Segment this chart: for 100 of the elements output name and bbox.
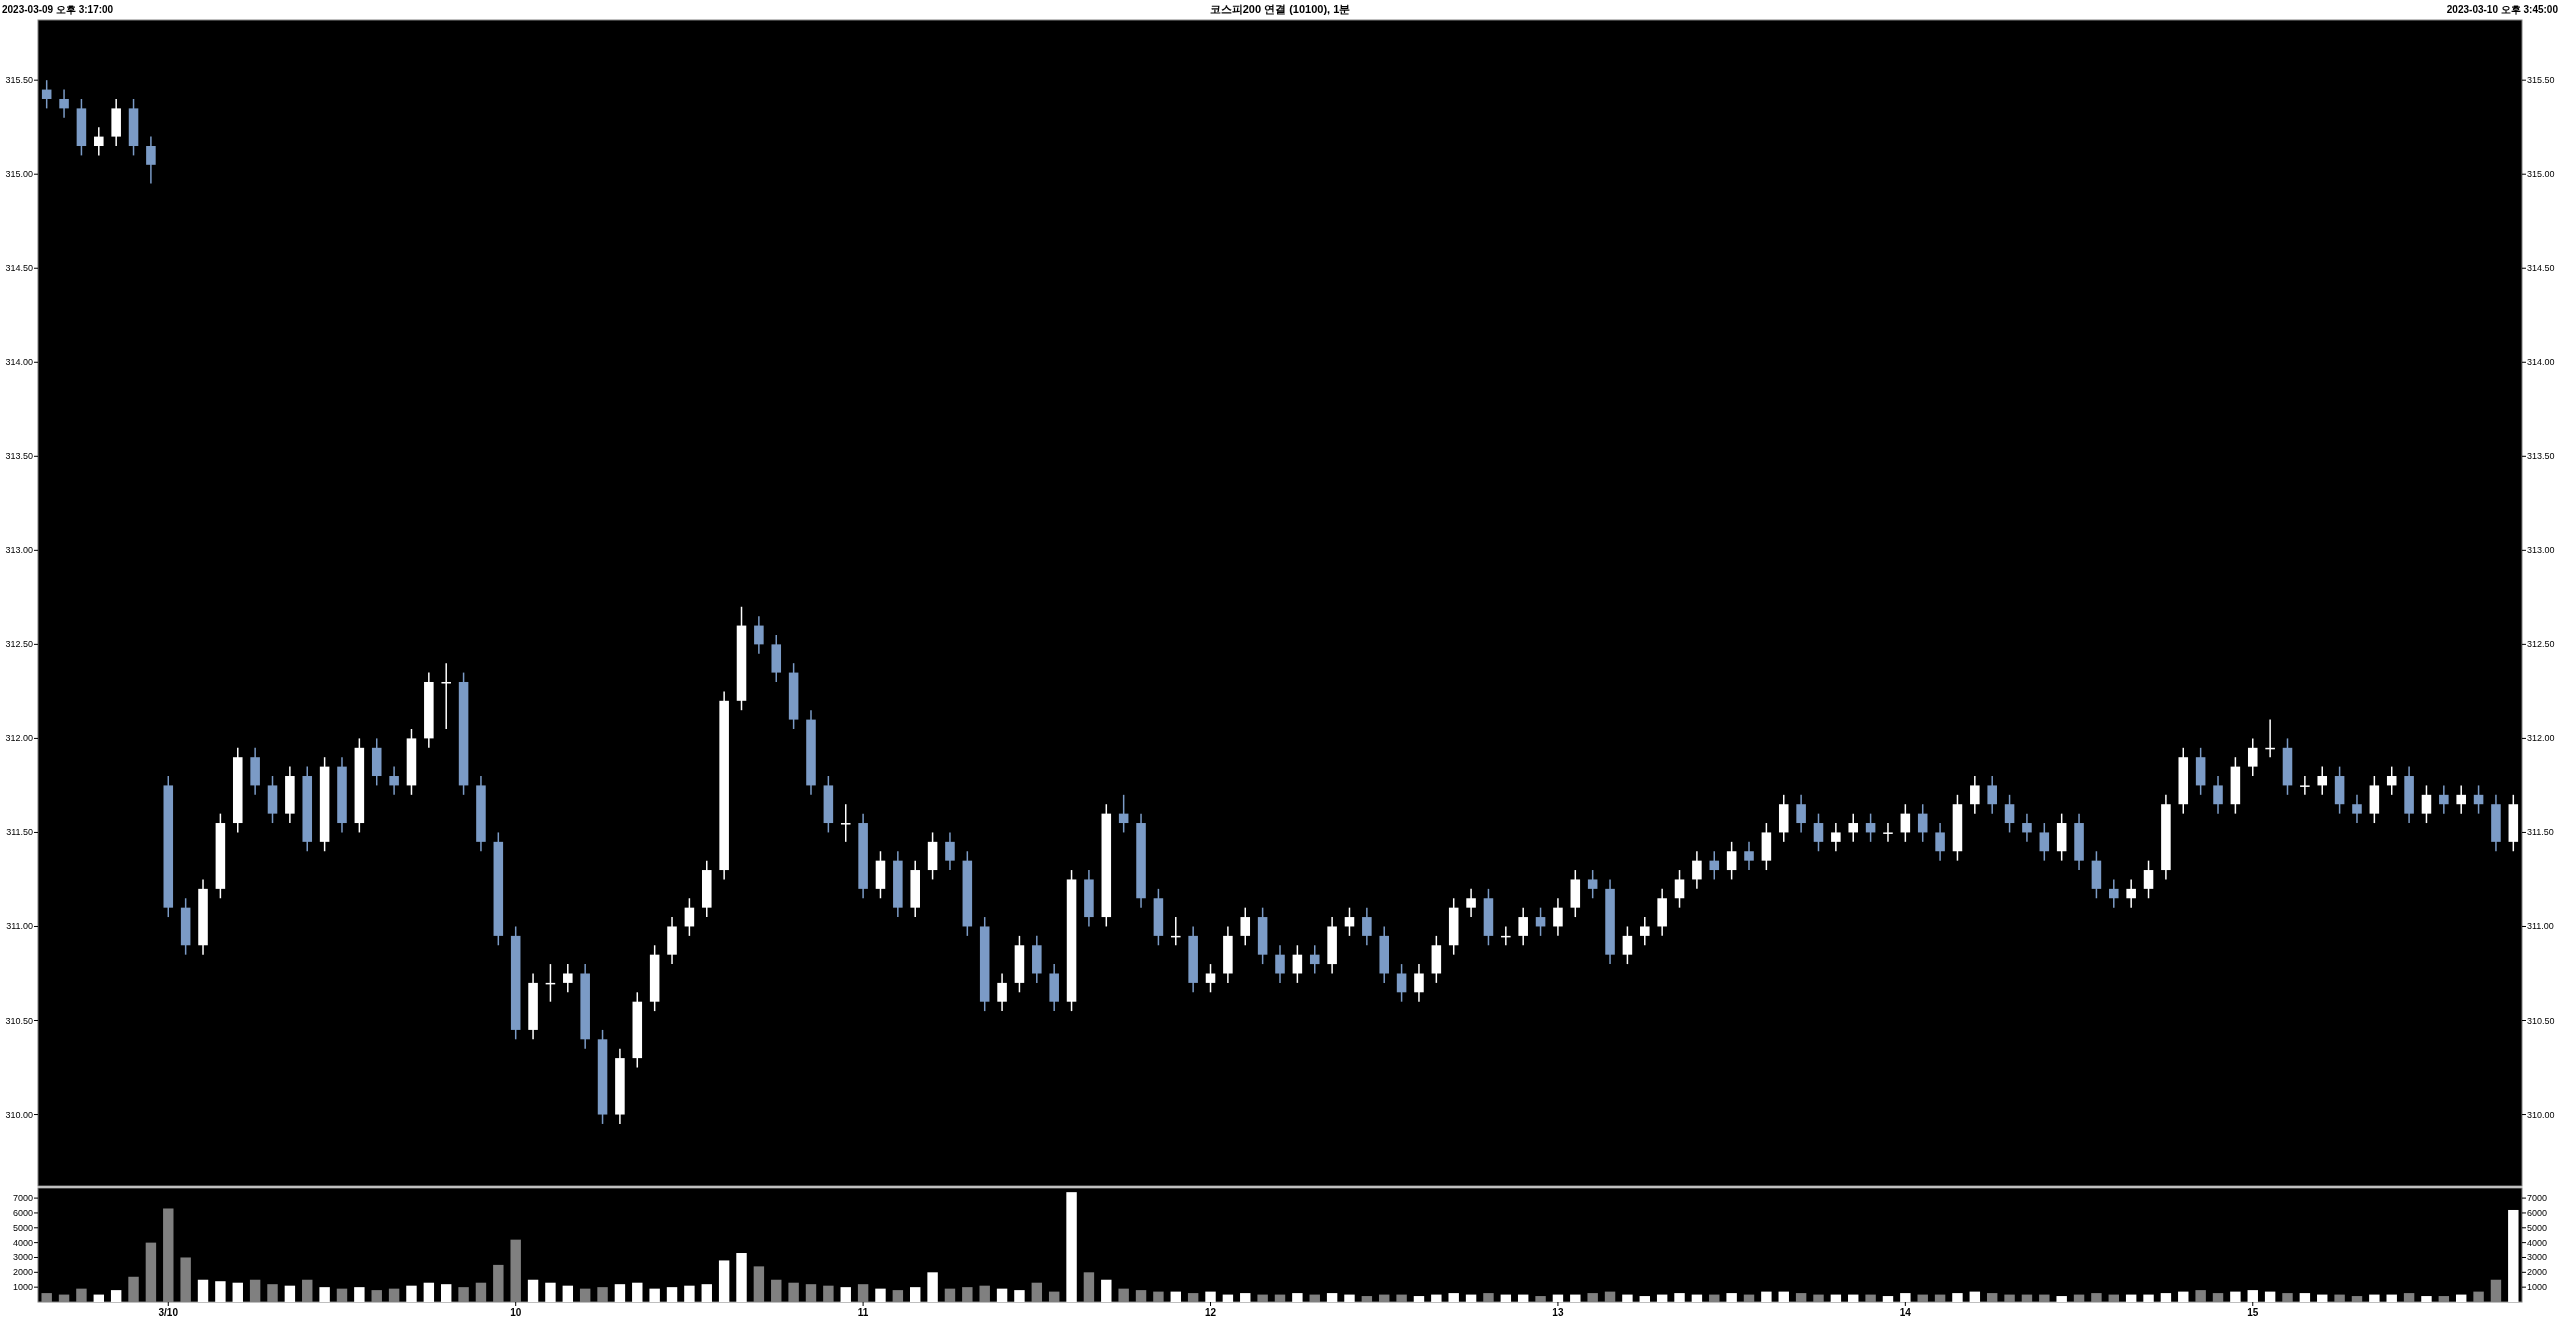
y2-tick-label: 312.00 — [2527, 733, 2555, 744]
bar — [1622, 1294, 1633, 1302]
x-tick-label: 13 — [1552, 1307, 1564, 1318]
bar — [1900, 1293, 1911, 1302]
y2-tick-label: 2000 — [2527, 1267, 2548, 1278]
bar — [840, 1287, 851, 1302]
bar — [875, 1288, 886, 1302]
bar — [1500, 1294, 1512, 1302]
y-tick-label: 5000 — [12, 1222, 33, 1233]
bar — [2247, 1290, 2258, 1302]
bar — [1761, 1291, 1772, 1302]
y-tick-label: 310.00 — [5, 1109, 33, 1120]
bar — [2230, 1291, 2241, 1302]
y-tick-label: 4000 — [12, 1237, 33, 1248]
bar — [684, 1285, 695, 1302]
y2-tick-label: 313.00 — [2527, 545, 2555, 556]
bar — [1222, 1294, 1234, 1302]
bar — [632, 1282, 643, 1302]
y-tick-label: 311.50 — [6, 827, 33, 838]
y2-tick-label: 314.00 — [2527, 357, 2555, 368]
bar — [1517, 1294, 1529, 1302]
bar — [545, 1282, 556, 1302]
bar — [1552, 1294, 1564, 1302]
bar — [1326, 1293, 1338, 1302]
bar — [666, 1287, 678, 1302]
bar — [736, 1253, 747, 1302]
text: 2023-03-09 오후 3:17:00 — [2, 4, 114, 15]
bar — [1674, 1293, 1685, 1302]
bar — [1848, 1294, 1859, 1302]
bar — [2299, 1293, 2311, 1302]
bar — [354, 1287, 365, 1302]
bar — [1170, 1291, 1181, 1302]
bar — [1101, 1279, 1112, 1302]
bar — [2369, 1294, 2380, 1302]
bar — [284, 1285, 296, 1302]
y-tick-label: 310.50 — [5, 1015, 33, 1026]
y2-tick-label: 311.50 — [2527, 827, 2554, 838]
bar — [2264, 1291, 2276, 1302]
x-tick-label: 12 — [1204, 1307, 1217, 1318]
bar — [2455, 1294, 2467, 1302]
bar — [1413, 1296, 1425, 1302]
y-tick-label: 7000 — [12, 1193, 33, 1204]
bar — [1344, 1294, 1355, 1302]
bar — [2178, 1291, 2189, 1302]
bar — [197, 1279, 209, 1302]
bar — [319, 1287, 330, 1302]
bar — [1066, 1192, 1077, 1302]
bar — [1240, 1293, 1251, 1302]
bar — [2386, 1294, 2397, 1302]
x-tick-label: 3/10 — [158, 1307, 179, 1318]
bar — [1570, 1294, 1581, 1302]
bar — [562, 1285, 574, 1302]
bar — [1691, 1294, 1703, 1302]
bar — [2143, 1294, 2154, 1302]
y2-tick-label: 315.00 — [2527, 169, 2555, 180]
bar — [1465, 1294, 1477, 1302]
bar — [1969, 1291, 1981, 1302]
bar — [718, 1260, 730, 1302]
y-tick-label: 312.00 — [5, 733, 33, 744]
bar — [1431, 1294, 1442, 1302]
bar — [927, 1272, 938, 1302]
y2-tick-label: 310.00 — [2527, 1109, 2555, 1120]
bar — [1014, 1290, 1025, 1302]
y2-tick-label: 4000 — [2527, 1237, 2548, 1248]
bar — [110, 1290, 122, 1302]
x-tick-label: 11 — [857, 1307, 869, 1318]
y2-tick-label: 3000 — [2527, 1252, 2548, 1263]
y-tick-label: 312.50 — [5, 639, 33, 650]
y2-tick-label: 5000 — [2527, 1222, 2548, 1233]
bar — [527, 1279, 539, 1302]
y2-tick-label: 315.50 — [2527, 75, 2555, 86]
bar — [910, 1287, 921, 1302]
y-tick-label: 6000 — [12, 1207, 33, 1218]
bar — [2421, 1296, 2432, 1302]
bar — [232, 1282, 243, 1302]
bar — [2125, 1294, 2137, 1302]
bar — [1205, 1291, 1216, 1302]
y-tick-label: 1000 — [12, 1282, 33, 1293]
bar — [649, 1288, 660, 1302]
y-tick-label: 2000 — [12, 1267, 33, 1278]
bar — [1830, 1294, 1842, 1302]
bar — [701, 1284, 712, 1302]
bar — [1952, 1293, 1963, 1302]
bar — [996, 1288, 1008, 1302]
bar — [406, 1285, 417, 1302]
x-tick-label: 15 — [2247, 1307, 2259, 1318]
y2-tick-label: 310.50 — [2527, 1015, 2555, 1026]
bar — [441, 1284, 452, 1302]
y-tick-label: 315.50 — [5, 75, 33, 86]
bar — [2317, 1294, 2328, 1302]
bar — [215, 1281, 226, 1302]
bar — [93, 1294, 105, 1302]
x-tick-label: 10 — [510, 1307, 522, 1318]
y2-tick-label: 311.00 — [2527, 921, 2554, 932]
y2-tick-label: 312.50 — [2527, 639, 2555, 650]
bar — [2160, 1293, 2172, 1302]
bar — [1726, 1293, 1737, 1302]
y-tick-label: 315.00 — [5, 169, 33, 180]
y-tick-label: 311.00 — [6, 921, 33, 932]
y-tick-label: 313.00 — [5, 545, 33, 556]
